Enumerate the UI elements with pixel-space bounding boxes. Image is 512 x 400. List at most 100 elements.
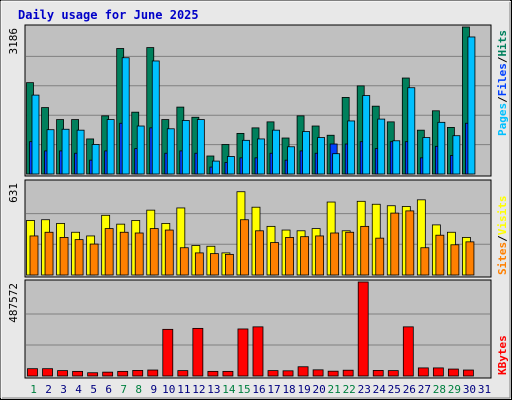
pages-bar (422, 137, 431, 175)
kbytes-bar (252, 326, 264, 377)
sites-bar (119, 231, 129, 276)
legend-separator: / (496, 56, 509, 63)
day-label: 31 (478, 383, 491, 396)
day-label: 7 (120, 383, 127, 396)
pages-bar (106, 119, 115, 175)
pages-bar (317, 137, 326, 175)
sites-bar (465, 241, 475, 276)
sites-bar (375, 237, 385, 276)
sites-bar (285, 237, 294, 276)
legend-kbytes: KBytes (496, 335, 509, 375)
chart-title: Daily usage for June 2025 (18, 8, 199, 22)
pages-bar (392, 140, 401, 175)
kbytes-bar (402, 326, 414, 377)
kbytes-bar (448, 368, 459, 377)
day-label: 3 (60, 383, 67, 396)
legend-visits: Visits (496, 196, 509, 236)
bottom-ymax-label: 487572 (7, 283, 20, 323)
pages-bar (272, 129, 280, 175)
kbytes-bar (42, 368, 53, 377)
day-label: 23 (358, 383, 371, 396)
day-label: 29 (448, 383, 461, 396)
panel-kbytes: 487572 KBytes (7, 279, 509, 379)
bottom-bars (27, 281, 474, 377)
day-label: 28 (433, 383, 446, 396)
kbytes-bar (222, 370, 234, 377)
panel-sites-visits: 631 Sites/Visits (7, 179, 509, 278)
kbytes-bar (312, 369, 324, 377)
day-label: 12 (192, 383, 205, 396)
kbytes-bar (282, 370, 294, 377)
legend-hits: Hits (496, 30, 509, 57)
day-label: 26 (403, 383, 416, 396)
sites-bar (89, 243, 99, 276)
day-label: 19 (297, 383, 310, 396)
day-label: 2 (45, 383, 52, 396)
sites-bar (44, 231, 54, 276)
sites-bar (209, 253, 219, 276)
day-label: 22 (343, 383, 356, 396)
day-label: 1 (30, 383, 37, 396)
day-label: 6 (105, 383, 112, 396)
pages-bar (211, 160, 220, 175)
pages-bar (151, 60, 160, 175)
day-label: 21 (328, 383, 341, 396)
pages-bar (437, 121, 446, 175)
middle-ymax-label: 631 (7, 183, 20, 203)
kbytes-bar (387, 370, 399, 377)
legend-separator: / (496, 235, 509, 242)
sites-bar (240, 219, 249, 276)
top-bars (26, 26, 476, 175)
day-label: 10 (162, 383, 175, 396)
day-label: 13 (207, 383, 220, 396)
panel-hits-files-pages: 3186 Pages/Files/Hits (7, 24, 509, 177)
pages-bar (332, 153, 341, 175)
day-label: 20 (313, 383, 326, 396)
kbytes-bar (57, 370, 68, 377)
kbytes-bar (237, 328, 249, 377)
pages-bar (362, 95, 371, 175)
sites-bar (345, 231, 355, 276)
pages-bar (452, 135, 461, 175)
sites-bar (104, 228, 114, 276)
kbytes-bar (267, 370, 279, 377)
pages-bar (166, 128, 175, 175)
pages-bar (407, 87, 416, 175)
kbytes-bar (192, 327, 204, 377)
sites-bar (360, 225, 370, 276)
sites-bar (164, 229, 174, 276)
sites-bar (435, 234, 445, 276)
pages-bar (46, 129, 55, 175)
sites-bar (420, 247, 430, 276)
kbytes-bar (87, 372, 99, 377)
day-label: 14 (222, 383, 236, 396)
sites-bar (255, 230, 264, 276)
sites-bar (149, 228, 159, 276)
legend-files: Files (496, 63, 509, 96)
pages-bar (377, 118, 386, 175)
pages-bar (467, 36, 476, 175)
sites-bar (74, 239, 84, 276)
sites-bar (134, 232, 144, 276)
pages-bar (287, 146, 295, 175)
kbytes-bar (27, 368, 38, 377)
sites-bar (390, 212, 400, 276)
pages-bar (181, 120, 190, 175)
kbytes-bar (297, 366, 309, 377)
sites-bar (315, 235, 325, 276)
kbytes-bar (117, 370, 129, 377)
pages-bar (347, 120, 356, 175)
pages-bar (31, 94, 40, 175)
kbytes-bar (357, 281, 369, 377)
kbytes-bar (417, 367, 429, 377)
kbytes-bar (162, 328, 174, 377)
day-label: 9 (150, 383, 157, 396)
day-label: 24 (373, 383, 387, 396)
sites-bar (330, 232, 340, 276)
day-labels: 1 2 3 4 5 6 7 8 9 10 11 12 13 14 15 16 17 18 19 20 21 22 23 24 2… (30, 383, 491, 396)
day-label: 15 (237, 383, 250, 396)
day-label: 25 (388, 383, 401, 396)
kbytes-bar (132, 370, 144, 377)
